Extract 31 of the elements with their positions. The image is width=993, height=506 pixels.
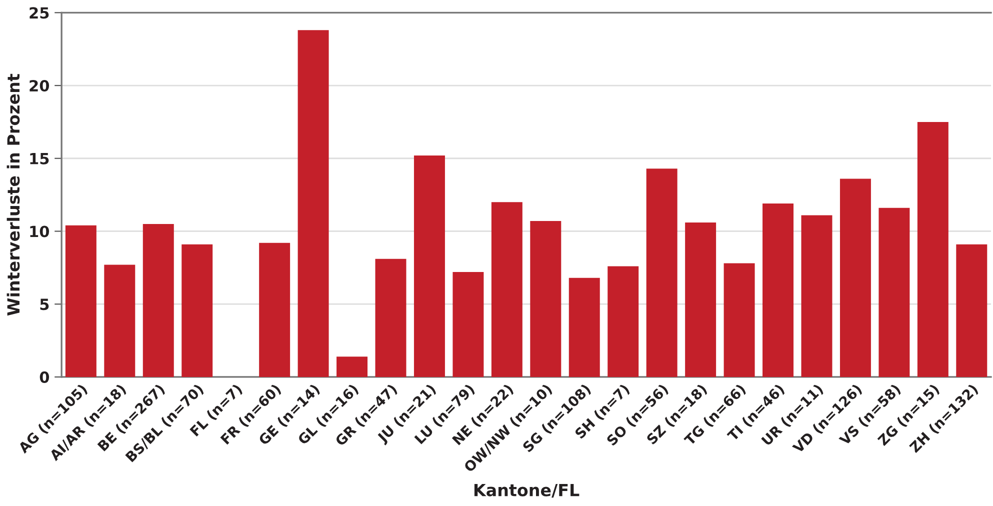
y-tick-label: 25 [30, 7, 49, 19]
bar [530, 221, 562, 377]
bar [608, 266, 639, 377]
y-tick-label: 15 [30, 153, 49, 164]
bar [298, 30, 329, 377]
y-tick-label: 20 [30, 80, 50, 92]
y-tick-label: 0 [40, 371, 50, 383]
bar [568, 278, 600, 377]
bar [491, 202, 522, 377]
bar [646, 168, 678, 377]
bar [336, 356, 368, 377]
bar [762, 204, 794, 377]
y-axis-title: Winterverluste in Prozent [6, 74, 20, 316]
bar [685, 222, 716, 377]
x-axis-title: Kantone/FL [474, 484, 580, 498]
bar [259, 242, 290, 377]
bar [375, 258, 406, 377]
bar [182, 244, 213, 377]
bar [724, 263, 755, 377]
bar [956, 244, 988, 377]
bar [840, 178, 871, 377]
bar [878, 208, 910, 377]
bar [65, 225, 96, 377]
bar [414, 155, 445, 377]
bar [142, 224, 174, 377]
y-tick-label: 10 [30, 226, 50, 238]
bar [801, 215, 832, 377]
bar [104, 264, 136, 377]
bar [917, 122, 948, 377]
bar [452, 272, 484, 377]
y-tick-label: 5 [40, 298, 49, 310]
